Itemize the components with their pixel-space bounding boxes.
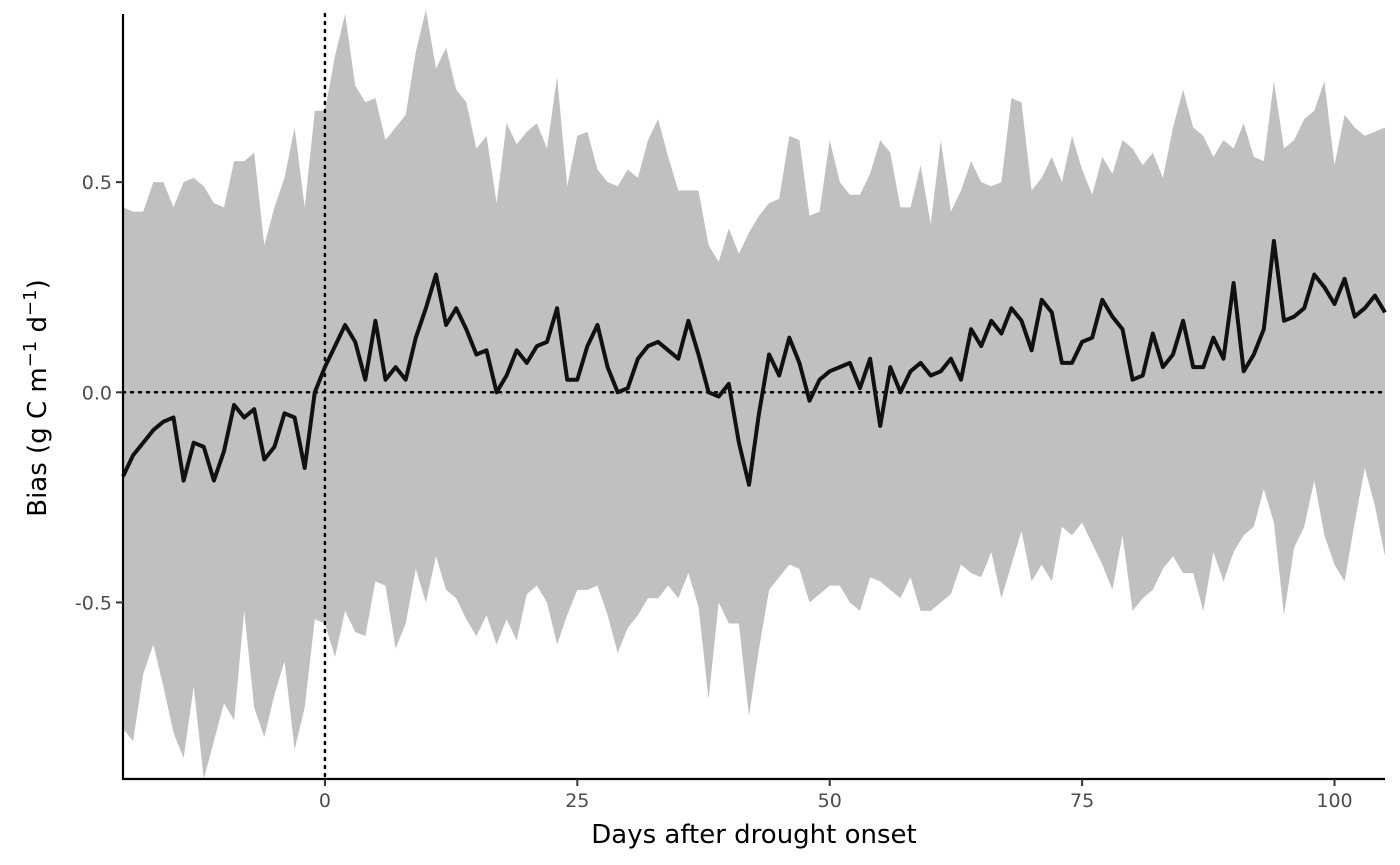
y-axis-title-exponent-2: −1 (20, 289, 41, 316)
mean-bias-line (121, 239, 1387, 487)
mean-line-layer (121, 239, 1387, 487)
y-tick-label: -0.5 (75, 592, 112, 614)
y-axis-title-exponent-1: −1 (20, 341, 41, 368)
y-axis-title-mid: d (23, 316, 53, 341)
y-axis-title-end: ) (23, 279, 53, 289)
x-tick-label: 25 (565, 790, 589, 812)
y-axis-title: Bias (g C m−1 d−1) (20, 279, 53, 517)
x-tick-label: 100 (1316, 790, 1352, 812)
x-tick-label: 75 (1070, 790, 1094, 812)
confidence-ribbon (123, 9, 1385, 780)
x-tick-label: 0 (319, 790, 331, 812)
x-tick-label: 50 (818, 790, 842, 812)
y-axis-title-main: Bias (g C m (23, 367, 53, 516)
y-tick-label: 0.5 (82, 172, 112, 194)
axes (116, 14, 1385, 786)
confidence-ribbon-layer (123, 9, 1385, 780)
y-tick-label: 0.0 (82, 382, 112, 404)
tick-labels: 0 25 50 75 100 0.5 0.0 -0.5 (75, 172, 1353, 812)
reference-lines (121, 12, 1387, 781)
x-axis-title: Days after drought onset (591, 820, 917, 850)
